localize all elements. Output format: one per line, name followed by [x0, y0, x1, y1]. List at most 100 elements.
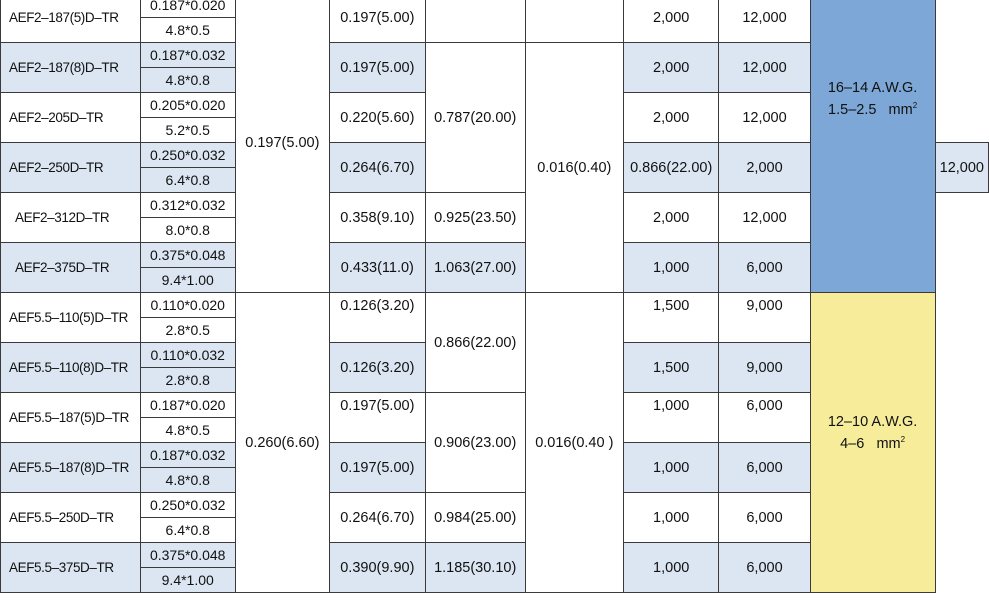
dim-a: 0.433(11.0)	[328, 242, 426, 293]
carton-qty: 6,000	[718, 242, 811, 293]
carton-qty: 12,000	[718, 0, 811, 43]
part-number: AEF5.5–187(5)D–TR	[0, 392, 141, 443]
tab-size-mm: 4.8*0.8	[139, 67, 236, 93]
carton-qty: 6,000	[718, 442, 811, 493]
tab-size-inch: 0.187*0.032	[139, 42, 236, 68]
common-width: 0.197(5.00)	[234, 0, 330, 293]
carton-qty: 9,000	[718, 292, 811, 343]
tab-size-inch: 0.250*0.032	[139, 142, 236, 168]
pkg-qty: 1,000	[622, 442, 720, 493]
tab-size-inch: 0.187*0.020	[139, 0, 236, 18]
dim-a: 0.358(9.10)	[328, 192, 426, 243]
tab-size-mm: 6.4*0.8	[139, 167, 236, 193]
awg-range: 16–14 A.W.G. 1.5–2.5 mm2	[809, 0, 936, 293]
dim-a: 0.264(6.70)	[328, 492, 426, 543]
pkg-qty: 2,000	[622, 92, 720, 143]
pkg-qty: 1,000	[622, 542, 720, 593]
dim-a: 0.197(5.00)	[328, 392, 426, 443]
part-number: AEF5.5–375D–TR	[0, 542, 141, 593]
pkg-qty: 1,500	[622, 342, 720, 393]
tab-size-inch: 0.375*0.048	[139, 542, 236, 568]
awg-area: 1.5–2.5 mm2	[828, 101, 918, 118]
tab-size-inch: 0.312*0.032	[139, 192, 236, 218]
carton-qty: 6,000	[718, 392, 811, 443]
dim-a: 0.264(6.70)	[328, 142, 426, 193]
pkg-qty: 2,000	[622, 192, 720, 243]
table-row: AEF5.5–187(5)D–TR 0.187*0.020 0.197(5.00…	[0, 392, 989, 493]
dim-b: 0.787(20.00)	[424, 42, 526, 193]
carton-qty: 12,000	[718, 42, 811, 93]
awg-area: 4–6 mm2	[840, 435, 906, 452]
awg-range: 12–10 A.W.G. 4–6 mm2	[809, 292, 936, 593]
part-number: AEF5.5–187(8)D–TR	[0, 442, 141, 493]
dim-b: 1.063(27.00)	[424, 242, 526, 293]
dim-c: 0.016(0.40)	[524, 42, 624, 293]
dim-b-blank	[424, 0, 526, 43]
tab-size-mm: 8.0*0.8	[139, 217, 236, 243]
dim-b: 0.866(22.00)	[424, 292, 526, 393]
pkg-qty: 2,000	[718, 142, 811, 193]
dim-c: 0.016(0.40 )	[524, 292, 624, 593]
pkg-qty: 1,000	[622, 392, 720, 443]
dim-b: 0.984(25.00)	[424, 492, 526, 543]
tab-size-inch: 0.110*0.020	[139, 292, 236, 318]
table-row: AEF2–187(5)D–TR 0.187*0.020 0.197(5.00) …	[0, 0, 989, 293]
pkg-qty: 1,500	[622, 292, 720, 343]
part-number: AEF2–187(8)D–TR	[0, 42, 141, 93]
tab-size-inch: 0.375*0.048	[139, 242, 236, 268]
tab-size-inch: 0.205*0.020	[139, 92, 236, 118]
dim-b: 0.906(23.00)	[424, 392, 526, 493]
part-number: AEF2–187(5)D–TR	[0, 0, 141, 43]
carton-qty: 12,000	[934, 142, 989, 193]
table-row: 2.8*0.5	[1, 317, 989, 343]
pkg-qty: 2,000	[622, 0, 720, 43]
table-row: AEF2–375D–TR 0.375*0.048 0.433(11.0) 1.0…	[0, 242, 989, 293]
dim-a: 0.220(5.60)	[328, 92, 426, 143]
part-number: AEF2–312D–TR	[0, 192, 141, 243]
table-row: 5.2*0.5	[1, 117, 989, 143]
tab-size-mm: 4.8*0.8	[139, 467, 236, 493]
tab-size-inch: 0.187*0.020	[139, 392, 236, 418]
dim-a: 0.197(5.00)	[328, 42, 426, 93]
tab-size-mm: 9.4*1.00	[139, 567, 236, 593]
carton-qty: 12,000	[718, 192, 811, 243]
tab-size-inch: 0.110*0.032	[139, 342, 236, 368]
table-row: AEF5.5–250D–TR 0.250*0.032 0.264(6.70) 0…	[0, 492, 989, 543]
tab-size-mm: 9.4*1.00	[139, 267, 236, 293]
carton-qty: 6,000	[718, 492, 811, 543]
carton-qty: 6,000	[718, 542, 811, 593]
table-row: AEF2–187(8)D–TR 0.187*0.032 0.197(5.00) …	[0, 42, 989, 293]
part-number: AEF2–375D–TR	[0, 242, 141, 293]
table-row: AEF5.5–110(5)D–TR 0.110*0.020 0.260(6.60…	[0, 292, 989, 593]
awg-gauge: 12–10 A.W.G.	[827, 414, 918, 430]
tab-size-mm: 2.8*0.5	[139, 317, 236, 343]
carton-qty: 12,000	[718, 92, 811, 143]
tab-size-inch: 0.187*0.032	[139, 442, 236, 468]
dim-b: 0.866(22.00)	[622, 142, 720, 193]
dim-b: 1.185(30.10)	[424, 542, 526, 593]
pkg-qty: 2,000	[622, 42, 720, 93]
common-width: 0.260(6.60)	[234, 292, 330, 593]
part-number: AEF2–250D–TR	[0, 142, 141, 193]
dim-c-blank	[524, 0, 624, 43]
pkg-qty: 1,000	[622, 492, 720, 543]
part-number: AEF5.5–110(8)D–TR	[0, 342, 141, 393]
tab-size-mm: 6.4*0.8	[139, 517, 236, 543]
dim-a: 0.197(5.00)	[328, 442, 426, 493]
tab-size-mm: 4.8*0.5	[139, 417, 236, 443]
dim-a: 0.126(3.20)	[328, 292, 426, 343]
tab-size-inch: 0.250*0.032	[139, 492, 236, 518]
dim-a: 0.197(5.00)	[328, 0, 426, 43]
tab-size-mm: 2.8*0.8	[139, 367, 236, 393]
awg-gauge: 16–14 A.W.G.	[827, 80, 918, 96]
table-row: AEF2–312D–TR 0.312*0.032 0.358(9.10) 0.9…	[0, 192, 989, 243]
part-number: AEF5.5–250D–TR	[0, 492, 141, 543]
dim-b: 0.925(23.50)	[424, 192, 526, 243]
carton-qty: 9,000	[718, 342, 811, 393]
part-number: AEF5.5–110(5)D–TR	[0, 292, 141, 343]
tab-size-mm: 4.8*0.5	[139, 17, 236, 43]
table-row: 4.8*0.5	[1, 17, 989, 43]
table-row: AEF2–205D–TR 0.205*0.020 0.220(5.60) 2,0…	[0, 92, 989, 143]
dim-a: 0.390(9.90)	[328, 542, 426, 593]
